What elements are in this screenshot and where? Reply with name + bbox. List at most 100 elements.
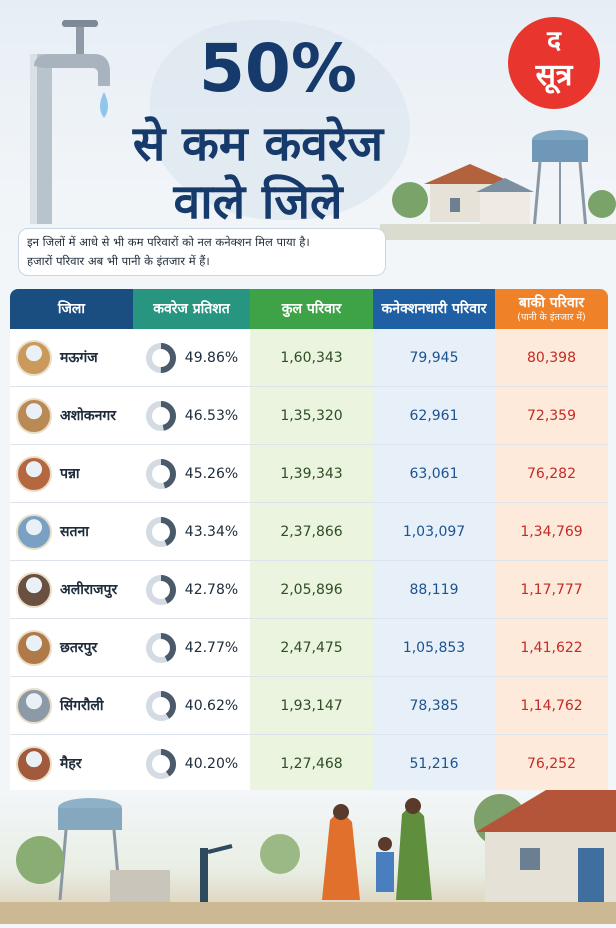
coverage-value: 42.77% <box>184 639 239 656</box>
title-line-2: से कम कवरेज <box>132 116 384 172</box>
district-cell: पन्ना <box>10 445 133 503</box>
info-box: इन जिलों में आधे से भी कम परिवारों को नल… <box>18 228 386 276</box>
district-cell-content: अलीराजपुर <box>10 571 133 608</box>
coverage-cell-content: 40.62% <box>133 690 250 722</box>
header-connected: कनेक्शनधारी परिवार <box>373 289 495 329</box>
district-cell: सिंगरौली <box>10 677 133 735</box>
power-plant-icon <box>16 687 52 724</box>
table-row: सतना 43.34% 2,37,866 1,03,097 1,34,769 <box>10 503 608 561</box>
district-cell-content: सिंगरौली <box>10 687 133 724</box>
temple-icon <box>16 397 52 434</box>
coverage-cell-content: 42.78% <box>133 574 250 606</box>
district-name: अलीराजपुर <box>60 582 118 598</box>
tribal-dancers-icon <box>16 571 52 608</box>
district-cell-content: पन्ना <box>10 455 133 492</box>
total-families-cell: 1,60,343 <box>250 329 373 387</box>
district-cell: अशोकनगर <box>10 387 133 445</box>
district-cell-content: मऊगंज <box>10 339 133 376</box>
brand-logo: द सूत्र <box>508 17 600 109</box>
table-row: छतरपुर 42.77% 2,47,475 1,05,853 1,41,622 <box>10 619 608 677</box>
total-families-cell: 2,47,475 <box>250 619 373 677</box>
district-name: अशोकनगर <box>60 408 116 424</box>
temple-icon <box>16 629 52 666</box>
coverage-value: 49.86% <box>184 349 239 366</box>
district-cell: छतरपुर <box>10 619 133 677</box>
logo-wordmark: सूत्र <box>535 58 573 93</box>
header-district: जिला <box>10 289 133 329</box>
coverage-value: 42.78% <box>184 581 239 598</box>
remaining-families-cell: 1,34,769 <box>495 503 608 561</box>
donut-fill <box>145 574 176 605</box>
map-silhouette <box>150 20 410 220</box>
coverage-donut-icon <box>145 342 176 373</box>
coverage-cell: 42.77% <box>133 619 250 677</box>
district-cell-content: छतरपुर <box>10 629 133 666</box>
coverage-cell: 49.86% <box>133 329 250 387</box>
coverage-donut-icon <box>145 690 176 721</box>
header-total: कुल परिवार <box>250 289 373 329</box>
coverage-value: 43.34% <box>184 523 239 540</box>
coverage-value: 40.62% <box>184 697 239 714</box>
table-row: मैहर 40.20% 1,27,468 51,216 76,252 <box>10 735 608 793</box>
connected-families-cell: 51,216 <box>373 735 495 793</box>
total-families-cell: 1,39,343 <box>250 445 373 503</box>
remaining-families-cell: 1,14,762 <box>495 677 608 735</box>
table-row: पन्ना 45.26% 1,39,343 63,061 76,282 <box>10 445 608 503</box>
district-cell: अलीराजपुर <box>10 561 133 619</box>
coverage-donut-icon <box>145 400 176 431</box>
cityscape-icon <box>16 513 52 550</box>
coverage-donut-icon <box>145 516 176 547</box>
coverage-donut-icon <box>145 748 176 779</box>
coverage-cell: 42.78% <box>133 561 250 619</box>
connected-families-cell: 1,03,097 <box>373 503 495 561</box>
total-families-cell: 2,37,866 <box>250 503 373 561</box>
connected-families-cell: 79,945 <box>373 329 495 387</box>
coverage-donut-icon <box>145 632 176 663</box>
coverage-cell: 43.34% <box>133 503 250 561</box>
donut-fill <box>145 690 176 721</box>
district-name: मऊगंज <box>60 350 98 366</box>
header-remaining: बाकी परिवार (पानी के इंतजार में) <box>495 289 608 329</box>
coverage-cell: 46.53% <box>133 387 250 445</box>
bottom-village-illustration <box>0 790 616 924</box>
header-coverage: कवरेज प्रतिशत <box>133 289 250 329</box>
connected-families-cell: 63,061 <box>373 445 495 503</box>
coverage-value: 40.20% <box>184 755 239 772</box>
donut-fill <box>145 400 176 431</box>
connected-families-cell: 1,05,853 <box>373 619 495 677</box>
district-cell-content: अशोकनगर <box>10 397 133 434</box>
coverage-donut-icon <box>145 574 176 605</box>
coverage-cell-content: 46.53% <box>133 400 250 432</box>
table-row: मऊगंज 49.86% 1,60,343 79,945 80,398 <box>10 329 608 387</box>
coverage-cell: 45.26% <box>133 445 250 503</box>
remaining-families-cell: 1,17,777 <box>495 561 608 619</box>
district-cell: मैहर <box>10 735 133 793</box>
donut-fill <box>145 458 176 489</box>
district-name: पन्ना <box>60 466 80 482</box>
remaining-families-cell: 72,359 <box>495 387 608 445</box>
total-families-cell: 2,05,896 <box>250 561 373 619</box>
connected-families-cell: 78,385 <box>373 677 495 735</box>
coverage-value: 46.53% <box>184 407 239 424</box>
coverage-donut-icon <box>145 458 176 489</box>
district-name: सतना <box>60 524 89 540</box>
connected-families-cell: 88,119 <box>373 561 495 619</box>
title-percentage: 50% <box>199 30 357 107</box>
table-header-row: जिला कवरेज प्रतिशत कुल परिवार कनेक्शनधार… <box>10 289 608 329</box>
table-body: मऊगंज 49.86% 1,60,343 79,945 80,398 अशोकनगर 46… <box>10 329 608 793</box>
donut-fill <box>145 342 176 373</box>
village-scene <box>0 790 616 924</box>
info-line-1: इन जिलों में आधे से भी कम परिवारों को नल… <box>27 235 310 249</box>
district-cell-content: सतना <box>10 513 133 550</box>
total-families-cell: 1,35,320 <box>250 387 373 445</box>
remaining-families-cell: 76,282 <box>495 445 608 503</box>
remaining-families-cell: 76,252 <box>495 735 608 793</box>
district-name: सिंगरौली <box>60 698 104 714</box>
district-cell-content: मैहर <box>10 745 133 782</box>
coverage-cell-content: 42.77% <box>133 632 250 664</box>
village-water-tank-illustration <box>380 130 616 240</box>
remaining-families-cell: 80,398 <box>495 329 608 387</box>
table-row: अशोकनगर 46.53% 1,35,320 62,961 72,359 <box>10 387 608 445</box>
remaining-families-cell: 1,41,622 <box>495 619 608 677</box>
logo-letter: द <box>547 26 561 56</box>
